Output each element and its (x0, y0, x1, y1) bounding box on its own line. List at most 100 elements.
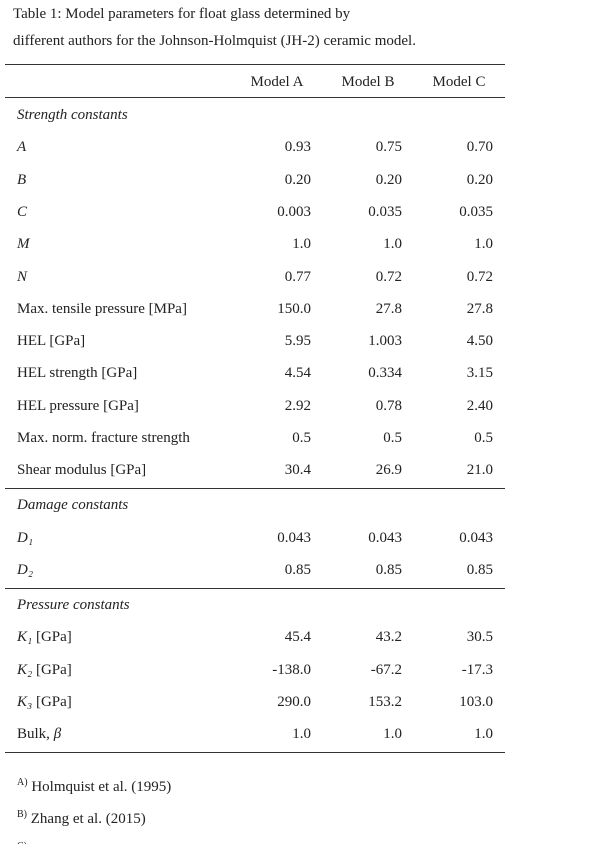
cell-value: 0.20 (466, 171, 493, 188)
label: [GPa] (35, 693, 72, 710)
table-rule (5, 64, 505, 65)
cell-value: 0.72 (375, 268, 402, 285)
cell-value: 45.4 (284, 629, 311, 646)
symbol: D₂ (17, 561, 34, 578)
cell-value: 2.40 (466, 397, 493, 414)
cell-value: -17.3 (461, 661, 493, 678)
caption-line: different authors for the Johnson-Holmqu… (13, 33, 416, 49)
row-label: K₂ [GPa] (17, 660, 72, 680)
table-rule (5, 488, 505, 490)
cell-value: 27.8 (466, 300, 493, 317)
cell-value: 0.20 (284, 171, 311, 188)
cell-value: 1.0 (292, 236, 311, 253)
cell-value: 0.043 (368, 529, 402, 546)
label: HEL strength [GPa] (17, 365, 138, 382)
row-label: D₂ (17, 560, 33, 580)
cell-value: 150.0 (277, 300, 311, 317)
label: HEL [GPa] (17, 333, 86, 350)
section-title: Strength constants (17, 107, 128, 123)
cell-value: 0.78 (375, 397, 402, 414)
column-header: Model B (341, 74, 395, 90)
symbol: C (17, 203, 28, 220)
row-label: B (17, 170, 26, 190)
cell-value: 0.85 (466, 561, 493, 578)
cell-value: 1.003 (368, 333, 402, 350)
row-label: HEL strength [GPa] (17, 363, 137, 383)
cell-value: 0.93 (284, 139, 311, 156)
row-label: Max. norm. fracture strength (17, 428, 190, 448)
row-label: K₃ [GPa] (17, 692, 72, 712)
section-title: Pressure constants (17, 596, 130, 613)
cell-value: 153.2 (368, 693, 402, 710)
cell-value: 0.043 (277, 529, 311, 546)
footnote-text: Holmquist et al. (1995) (31, 779, 172, 796)
symbol: K₃ (17, 693, 33, 710)
symbol: K₁ (17, 629, 33, 646)
cell-value: 0.5 (383, 430, 402, 446)
row-label: D₁ (17, 528, 33, 548)
cell-value: 103.0 (459, 693, 493, 710)
row-label: C (17, 202, 27, 222)
cell-value: 0.77 (284, 268, 311, 285)
cell-value: 0.75 (375, 139, 402, 156)
cell-value: 0.70 (466, 139, 493, 156)
symbol: N (17, 268, 28, 285)
cell-value: 2.92 (284, 397, 311, 414)
row-label: Shear modulus [GPa] (17, 460, 146, 480)
row-label: Max. tensile pressure [MPa] (17, 299, 187, 319)
cell-value: 1.0 (383, 236, 402, 253)
cell-value: 0.035 (368, 203, 402, 220)
label: Bulk, (17, 726, 50, 743)
cell-value: 30.5 (466, 629, 493, 646)
footnote-mark: B) (17, 809, 27, 821)
cell-value: 0.85 (375, 561, 402, 578)
footnote-mark: C) (17, 841, 27, 844)
table-rule (5, 752, 505, 754)
symbol: D₁ (17, 529, 34, 546)
table-rule (5, 587, 505, 589)
row-label: A (17, 137, 26, 157)
section-title: Damage constants (17, 497, 129, 514)
cell-value: 0.20 (375, 171, 402, 188)
label: Shear modulus [GPa] (17, 462, 147, 479)
cell-value: 290.0 (277, 693, 311, 710)
cell-value: 43.2 (375, 629, 402, 646)
cell-value: 5.95 (284, 333, 311, 350)
cell-value: 30.4 (284, 462, 311, 479)
cell-value: -138.0 (272, 661, 311, 678)
cell-value: -67.2 (370, 661, 402, 678)
cell-value: 0.72 (466, 268, 493, 285)
row-label: M (17, 234, 30, 254)
column-header: Model C (432, 74, 486, 90)
label: Max. norm. fracture strength (17, 430, 190, 446)
row-label: N (17, 267, 27, 287)
cell-value: 1.0 (292, 726, 311, 743)
symbol: A (17, 139, 27, 156)
cell-value: 0.043 (459, 529, 493, 546)
cell-value: 27.8 (375, 300, 402, 317)
cell-value: 0.85 (284, 561, 311, 578)
cell-value: 0.003 (277, 203, 311, 220)
symbol: B (17, 171, 27, 188)
footnote: C) Zhou et al. (2019) (17, 837, 139, 844)
cell-value: 26.9 (375, 462, 402, 479)
caption-line: Table 1: Model parameters for float glas… (13, 6, 351, 22)
cell-value: 1.0 (383, 726, 402, 743)
row-label: K₁ [GPa] (17, 627, 72, 647)
row-label: Bulk, β (17, 724, 61, 744)
cell-value: 4.54 (284, 365, 311, 382)
symbol: K₂ (17, 661, 33, 678)
footnote-mark: A) (17, 777, 28, 789)
footnote: B) Zhang et al. (2015) (17, 805, 146, 827)
cell-value: 21.0 (466, 462, 493, 479)
cell-value: 0.334 (368, 365, 402, 382)
cell-value: 0.035 (459, 203, 493, 220)
row-label: HEL pressure [GPa] (17, 396, 139, 416)
cell-value: 3.15 (466, 365, 493, 382)
symbol: β (53, 726, 62, 743)
cell-value: 0.5 (292, 430, 311, 446)
footnote: A) Holmquist et al. (1995) (17, 773, 172, 796)
column-header: Model A (250, 74, 304, 90)
table-rule (5, 97, 505, 98)
